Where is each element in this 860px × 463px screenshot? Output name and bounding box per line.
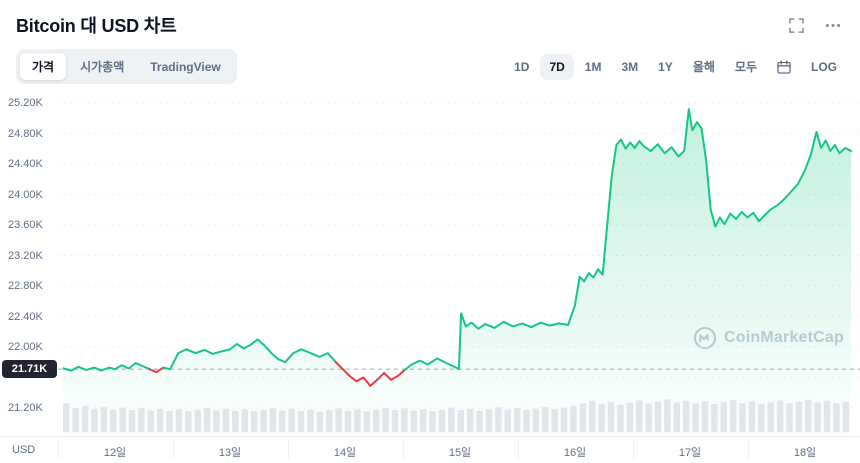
page-title: Bitcoin 대 USD 차트 (16, 16, 177, 36)
tab-market-cap[interactable]: 시가총액 (68, 53, 136, 80)
y-axis-label: 21.20K (8, 402, 43, 414)
y-axis-label: 22.80K (8, 280, 43, 292)
x-axis-separator (747, 440, 749, 459)
y-axis-label: 23.20K (8, 249, 43, 262)
more-options-icon[interactable] (824, 18, 842, 33)
range-ytd-button[interactable]: 올해 (684, 52, 724, 81)
range-all-button[interactable]: 모두 (726, 52, 766, 81)
x-axis-separator (402, 440, 404, 459)
current-price-badge: 21.71K (2, 360, 57, 379)
x-axis-separator (287, 440, 289, 459)
x-axis-label: 12일 (103, 447, 127, 459)
x-axis-label: 14일 (333, 447, 357, 459)
range-7d-button[interactable]: 7D (540, 53, 574, 80)
fullscreen-icon[interactable] (789, 17, 804, 33)
range-3m-button[interactable]: 3M (612, 54, 647, 80)
calendar-icon[interactable] (768, 54, 800, 80)
y-axis-label: 24.00K (8, 188, 43, 201)
chart-type-tabs: 가격 시가총액 TradingView (16, 49, 237, 84)
chart-canvas[interactable] (0, 96, 860, 436)
price-chart: CoinMarketCap 25.20K24.80K24.40K24.00K23… (0, 96, 860, 436)
range-1m-button[interactable]: 1M (576, 54, 611, 80)
x-axis-separator (632, 440, 634, 459)
x-axis-label: 13일 (218, 447, 242, 459)
x-axis-separator (172, 440, 174, 459)
x-axis-label: 17일 (678, 447, 702, 459)
range-log-button[interactable]: LOG (802, 54, 846, 80)
x-axis: USD 12일 13일 14일 15일 16일 17일 18일 (0, 436, 860, 463)
x-axis-separator (517, 440, 519, 459)
x-axis-label: 18일 (793, 447, 817, 459)
y-axis-label: 23.60K (8, 219, 43, 231)
header-icons (789, 17, 842, 33)
y-axis-label: 24.40K (8, 158, 43, 170)
time-range-buttons: 1D 7D 1M 3M 1Y 올해 모두 LOG (505, 52, 846, 81)
currency-label: USD (12, 444, 36, 456)
y-axis-label: 22.40K (8, 310, 43, 323)
y-axis-label: 25.20K (8, 97, 43, 109)
y-axis-label: 24.80K (8, 127, 43, 140)
range-1y-button[interactable]: 1Y (649, 54, 682, 80)
tab-price[interactable]: 가격 (20, 53, 67, 80)
chart-header: Bitcoin 대 USD 차트 (0, 0, 860, 38)
x-axis-label: 15일 (448, 447, 472, 459)
range-1d-button[interactable]: 1D (505, 54, 538, 80)
chart-toolbar: 가격 시가총액 TradingView 1D 7D 1M 3M 1Y 올해 모두 LOG (0, 38, 860, 84)
x-axis-label: 16일 (563, 447, 587, 459)
y-axis-label: 22.00K (8, 341, 43, 353)
tab-tradingview[interactable]: TradingView (138, 53, 232, 80)
x-axis-separator (57, 440, 59, 459)
